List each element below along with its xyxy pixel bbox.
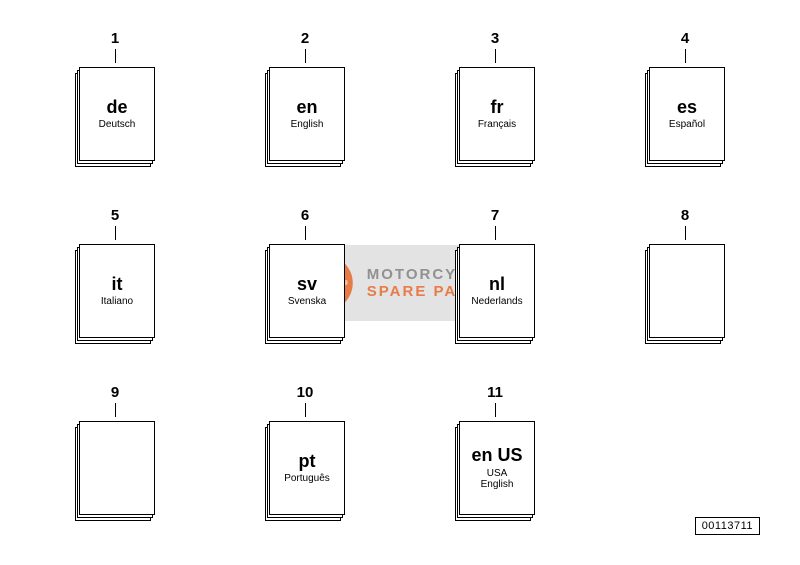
book-cover [79,421,155,515]
book-code: it [112,275,123,295]
book-cover: ptPortuguês [269,421,345,515]
leader-line [115,226,116,240]
book-cell: 11 en USUSA English [440,384,550,521]
book-icon [645,244,725,344]
book-code: es [677,98,697,118]
book-icon [75,421,155,521]
book-code: de [106,98,127,118]
book-cell: 10 ptPortuguês [250,384,360,521]
book-cell: 9 [60,384,170,521]
book-cell: 1 deDeutsch [60,30,170,167]
leader-line [305,49,306,63]
book-number: 7 [491,207,499,224]
book-language: Italiano [101,296,133,307]
book-number: 4 [681,30,689,47]
book-number: 3 [491,30,499,47]
book-code: fr [491,98,504,118]
leader-line [115,49,116,63]
book-icon: esEspañol [645,67,725,167]
book-code: nl [489,275,505,295]
book-icon: enEnglish [265,67,345,167]
book-cell: 8 [630,207,740,344]
book-cover [649,244,725,338]
book-number: 11 [487,384,503,401]
book-cover: deDeutsch [79,67,155,161]
book-cell: 6 svSvenska [250,207,360,344]
book-code: en [296,98,317,118]
book-code: pt [299,452,316,472]
leader-line [495,403,496,417]
book-number: 5 [111,207,119,224]
book-language: Svenska [288,296,326,307]
book-cover: enEnglish [269,67,345,161]
book-cover: esEspañol [649,67,725,161]
book-cell: 2 enEnglish [250,30,360,167]
book-language: Português [284,473,330,484]
book-cover: en USUSA English [459,421,535,515]
leader-line [305,403,306,417]
diagram-id-plate: 00113711 [695,517,760,535]
book-number: 2 [301,30,309,47]
leader-line [685,226,686,240]
book-icon: en USUSA English [455,421,535,521]
book-number: 8 [681,207,689,224]
book-language: Español [669,119,705,130]
book-number: 1 [111,30,119,47]
book-language: Français [478,119,516,130]
leader-line [495,226,496,240]
book-language: USA English [481,468,514,490]
book-icon: ptPortuguês [265,421,345,521]
book-icon: frFrançais [455,67,535,167]
book-icon: nlNederlands [455,244,535,344]
book-cover: frFrançais [459,67,535,161]
book-code: en US [471,446,522,466]
book-number: 9 [111,384,119,401]
book-cover: svSvenska [269,244,345,338]
book-cell: 7 nlNederlands [440,207,550,344]
book-language: Nederlands [471,296,522,307]
book-cell: 3 frFrançais [440,30,550,167]
book-number: 6 [301,207,309,224]
book-number: 10 [297,384,314,401]
book-icon: deDeutsch [75,67,155,167]
book-cover: itItaliano [79,244,155,338]
book-icon: svSvenska [265,244,345,344]
leader-line [685,49,686,63]
book-icon: itItaliano [75,244,155,344]
language-books-grid: 1 deDeutsch 2 enEnglish 3 frFrançais 4 esEspaño… [60,30,740,521]
book-language: English [291,119,324,130]
leader-line [305,226,306,240]
book-language: Deutsch [99,119,136,130]
leader-line [115,403,116,417]
book-code: sv [297,275,317,295]
book-cell: 4 esEspañol [630,30,740,167]
book-cover: nlNederlands [459,244,535,338]
book-cell: 5 itItaliano [60,207,170,344]
leader-line [495,49,496,63]
